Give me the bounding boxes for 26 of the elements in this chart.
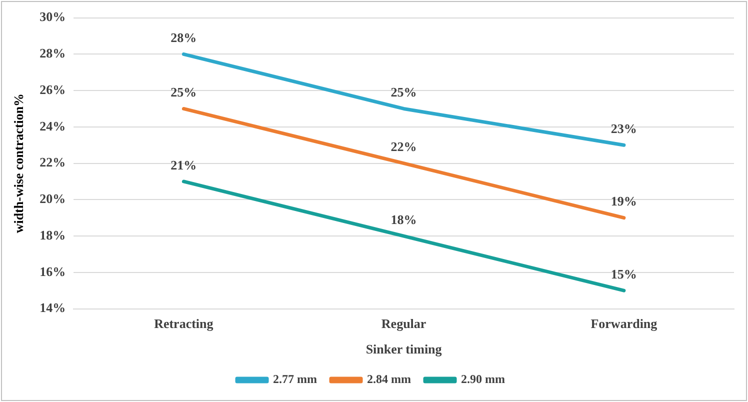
y-tick-label: 18% xyxy=(40,227,66,242)
x-axis-title: Sinker timing xyxy=(366,342,442,357)
data-label: 23% xyxy=(610,120,637,136)
y-tick-label: 28% xyxy=(40,46,66,61)
data-label: 15% xyxy=(610,266,637,282)
x-tick-label: Forwarding xyxy=(590,316,658,331)
y-tick-label: 22% xyxy=(40,154,66,170)
data-label: 22% xyxy=(390,139,417,154)
legend-label: 2.84 mm xyxy=(367,372,412,386)
data-label: 19% xyxy=(610,194,637,209)
legend-label: 2.77 mm xyxy=(273,372,318,386)
y-tick-label: 26% xyxy=(40,82,66,97)
x-tick-label: Regular xyxy=(381,316,426,331)
y-tick-label: 14% xyxy=(40,300,66,316)
data-label: 21% xyxy=(170,157,197,172)
x-tick-label: Retracting xyxy=(154,316,214,331)
data-label: 25% xyxy=(390,84,417,100)
y-tick-label: 24% xyxy=(40,118,66,134)
y-tick-label: 30% xyxy=(40,9,66,24)
data-label: 25% xyxy=(170,84,197,100)
data-label: 18% xyxy=(390,212,417,227)
y-axis-title: width-wise contraction% xyxy=(11,93,26,234)
legend-label: 2.90 mm xyxy=(460,372,505,386)
data-label: 28% xyxy=(170,30,197,46)
y-tick-label: 16% xyxy=(40,264,66,279)
y-tick-label: 20% xyxy=(40,191,66,206)
